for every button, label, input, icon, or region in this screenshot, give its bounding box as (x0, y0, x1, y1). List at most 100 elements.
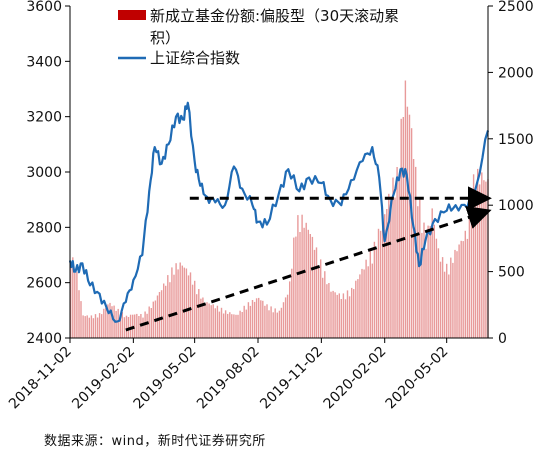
bar (446, 263, 448, 338)
bar (187, 275, 190, 338)
legend-line-label: 上证综合指数 (150, 49, 240, 67)
bar (258, 297, 260, 338)
bar (175, 263, 177, 338)
legend-bar-label: 积） (150, 29, 180, 47)
bar (142, 317, 144, 338)
bar (305, 222, 307, 338)
bar (468, 211, 471, 338)
bar (338, 293, 340, 338)
bar (255, 298, 258, 338)
bar (384, 214, 386, 338)
bar (344, 299, 347, 338)
bar (76, 272, 78, 338)
bar (330, 291, 332, 338)
left-tick-label: 3000 (26, 165, 62, 181)
right-tick-label: 1000 (498, 198, 534, 214)
bar (328, 283, 330, 338)
bar (264, 305, 266, 338)
bar (138, 316, 140, 338)
bar (320, 259, 322, 338)
bar (340, 299, 342, 338)
bar (194, 280, 196, 338)
bar (80, 301, 82, 338)
bar (379, 230, 382, 338)
bar (152, 301, 154, 338)
bar (123, 317, 126, 338)
bar (251, 300, 254, 338)
bar (177, 269, 179, 338)
bar (127, 317, 130, 338)
bar (134, 314, 136, 338)
right-tick-label: 0 (498, 331, 507, 347)
bar (322, 277, 324, 338)
bar (386, 209, 388, 338)
bar (293, 237, 295, 338)
bar (78, 290, 80, 338)
right-tick-label: 2000 (498, 65, 534, 81)
bar (208, 303, 210, 338)
bar (241, 312, 243, 338)
bar (394, 197, 396, 338)
bar (96, 317, 99, 338)
bar (346, 290, 349, 338)
bar (479, 184, 481, 338)
bar (278, 310, 281, 338)
bar (115, 310, 117, 338)
x-tick-label: 2019-02-02 (69, 344, 138, 413)
bar (210, 305, 212, 338)
bar (470, 217, 473, 338)
bar (483, 180, 485, 338)
bar (94, 314, 97, 338)
bar (427, 225, 429, 338)
bar (359, 274, 361, 338)
bar (404, 80, 407, 338)
bar (456, 251, 458, 338)
x-tick-label: 2020-02-02 (321, 344, 390, 413)
bar (361, 268, 363, 338)
bar (334, 292, 336, 338)
bar (233, 314, 235, 338)
bar (355, 280, 357, 338)
bar (198, 289, 200, 338)
bar (70, 267, 72, 338)
bar (212, 304, 214, 338)
bar (229, 312, 231, 338)
bar (90, 315, 93, 338)
bar (353, 289, 355, 338)
x-tick-label: 2020-05-02 (383, 344, 452, 413)
bar (458, 244, 460, 338)
bar (74, 272, 76, 338)
bar (101, 314, 103, 338)
bar (369, 251, 371, 338)
bar (454, 249, 456, 338)
bar (200, 298, 202, 338)
bar (171, 267, 173, 338)
bar (82, 315, 84, 338)
bar (253, 301, 256, 338)
bar (202, 297, 204, 338)
bar (222, 313, 225, 338)
bar (160, 290, 163, 338)
bar (216, 305, 219, 338)
left-tick-label: 2400 (26, 331, 62, 347)
bar (237, 314, 239, 338)
bar (268, 310, 270, 338)
right-tick-label: 2500 (498, 0, 534, 15)
bar (301, 214, 303, 338)
bar (423, 222, 425, 338)
bar (351, 287, 353, 338)
bar (165, 285, 167, 338)
bar (311, 236, 314, 338)
legend-bar-swatch (118, 10, 146, 20)
bar (400, 118, 402, 338)
bar (410, 128, 413, 338)
bar (317, 265, 320, 338)
bar (185, 268, 188, 338)
bar (377, 228, 380, 338)
left-tick-label: 3200 (26, 110, 62, 126)
bar (163, 283, 165, 338)
bar (117, 308, 119, 338)
bar (303, 227, 305, 338)
bar (245, 309, 247, 338)
bar (181, 265, 183, 338)
